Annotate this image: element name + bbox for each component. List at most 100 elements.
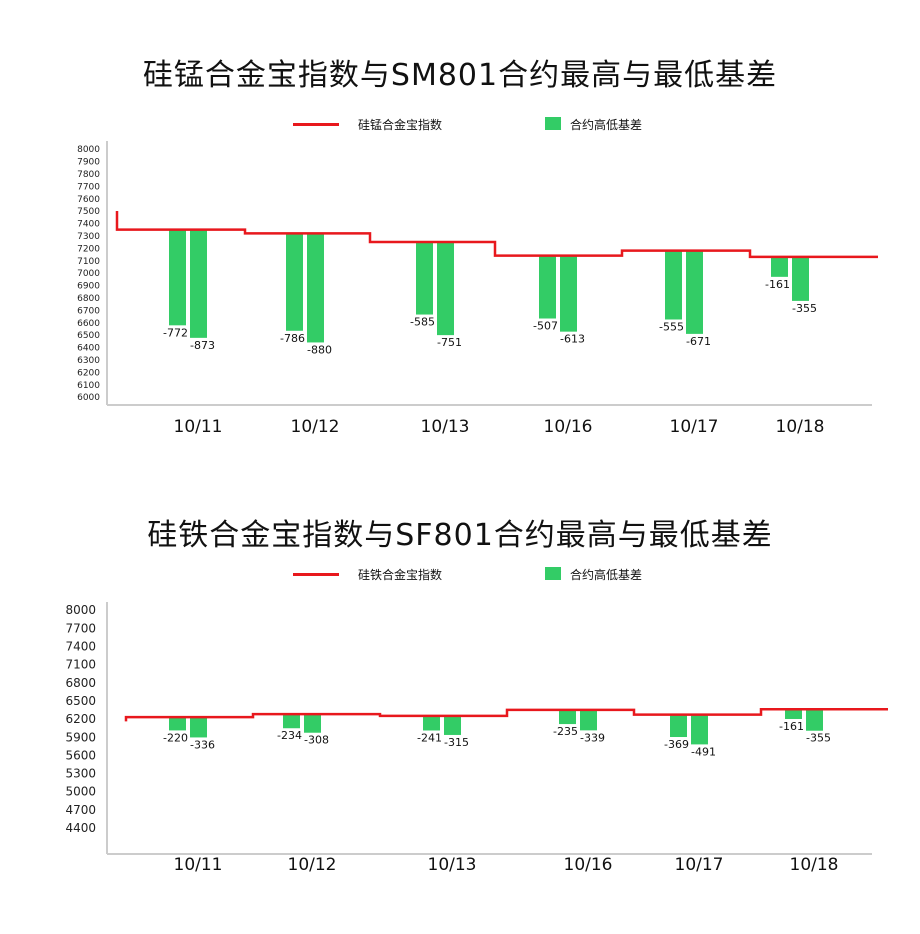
legend-bar-label: 合约高低基差 [570,568,643,582]
basis-bar [806,709,823,731]
y-tick-label: 7100 [77,257,100,267]
chart-title: 硅铁合金宝指数与SF801合约最高与最低基差 [147,518,773,553]
y-tick-label: 6200 [65,712,96,726]
x-tick-label: 10/13 [421,417,470,437]
bar-data-label: -336 [190,738,215,751]
bar-data-label: -220 [163,731,188,744]
index-step-line [124,707,888,722]
y-tick-label: 6500 [65,694,96,708]
y-tick-label: 5300 [65,767,96,781]
bar-data-label: -880 [307,343,332,356]
y-tick-label: 8000 [65,603,96,617]
y-tick-label: 4400 [65,821,96,835]
y-tick-label: 8000 [77,145,100,155]
bar-data-label: -671 [686,335,711,348]
y-tick-label: 6200 [77,368,100,378]
y-tick-label: 6800 [77,294,100,304]
chart-legend: 硅锰合金宝指数 合约高低基差 [0,114,920,134]
x-tick-label: 10/17 [670,417,719,437]
basis-bar [785,709,802,719]
y-tick-label: 7200 [77,244,100,254]
y-tick-label: 6300 [77,356,100,366]
y-tick-label: 6700 [77,306,100,316]
basis-bar [691,714,708,745]
bar-data-label: -234 [277,729,302,742]
bar-data-label: -555 [659,321,684,334]
y-tick-label: 5000 [65,785,96,799]
y-tick-label: 6600 [77,319,100,329]
basis-bar [423,715,440,731]
bar-data-label: -585 [410,316,435,329]
x-tick-label: 10/16 [544,417,593,437]
legend-line-swatch [293,123,339,126]
x-tick-label: 10/13 [428,855,477,875]
sf-chart-panel: 硅铁合金宝指数与SF801合约最高与最低基差 硅铁合金宝指数 合约高低基差 80… [0,480,920,934]
legend-bar-swatch [545,117,561,130]
basis-bar [190,717,207,738]
y-tick-label: 7400 [77,220,100,230]
bar-data-label: -235 [553,725,578,738]
x-tick-label: 10/17 [675,855,724,875]
x-tick-label: 10/16 [564,855,613,875]
x-tick-label: 10/18 [776,417,825,437]
bar-data-label: -772 [163,326,188,339]
basis-bar [444,715,461,735]
bar-data-label: -369 [664,738,689,751]
x-tick-label: 10/18 [790,855,839,875]
y-tick-label: 7900 [77,158,100,168]
sm-basis-chart: 8000 7900 7800 7700 7600 7500 7400 7300 7200 7100… [77,141,878,437]
y-tick-label: 7000 [77,269,100,279]
bar-data-label: -315 [444,736,469,749]
bar-data-label: -873 [190,339,215,352]
y-tick-label: 6500 [77,331,100,341]
bar-data-label: -355 [792,302,817,315]
x-tick-label: 10/12 [291,417,340,437]
bar-data-label: -339 [580,731,605,744]
y-tick-label: 5600 [65,748,96,762]
legend-line-label: 硅铁合金宝指数 [358,568,443,582]
bar-data-label: -613 [560,333,585,346]
bar-data-label: -161 [765,278,790,291]
basis-bar [416,242,433,315]
y-tick-label: 6900 [77,282,100,292]
y-tick-label: 7300 [77,232,100,242]
y-tick-label: 7100 [65,658,96,672]
basis-bar [283,714,300,729]
y-tick-label: 6000 [77,393,100,403]
y-tick-label: 6100 [77,381,100,391]
bar-data-label: -491 [691,745,716,758]
x-tick-label: 10/11 [174,417,223,437]
x-tick-label: 10/12 [288,855,337,875]
legend-bar-swatch [545,567,561,580]
basis-bar [437,242,454,336]
basis-bar [560,255,577,332]
bar-data-label: -751 [437,336,462,349]
bar-data-label: -507 [533,320,558,333]
bar-data-label: -786 [280,332,305,345]
y-tick-label: 4700 [65,803,96,817]
y-tick-label: 6800 [65,676,96,690]
y-tick-label: 6400 [77,344,100,354]
bar-data-label: -241 [417,731,442,744]
basis-bar [686,250,703,334]
y-tick-label: 7800 [77,170,100,180]
y-tick-label: 7700 [65,621,96,635]
y-tick-label: 5900 [65,730,96,744]
y-tick-label: 7700 [77,182,100,192]
y-tick-label: 7400 [65,640,96,654]
basis-bar [286,233,303,331]
bar-data-label: -161 [779,720,804,733]
basis-bar [670,714,687,738]
basis-bar [539,255,556,319]
basis-bar [169,717,186,731]
basis-bar [559,709,576,725]
chart-title: 硅锰合金宝指数与SM801合约最高与最低基差 [142,58,778,93]
basis-bar [304,714,321,733]
legend-line-label: 硅锰合金宝指数 [358,118,443,132]
index-step-line [115,211,878,259]
legend-bar-label: 合约高低基差 [570,118,643,132]
bar-data-label: -308 [304,734,329,747]
basis-bar [190,229,207,338]
y-tick-label: 7500 [77,207,100,217]
sm-chart-panel: 硅锰合金宝指数与SM801合约最高与最低基差 硅锰合金宝指数 合约高低基差 80… [0,0,920,460]
